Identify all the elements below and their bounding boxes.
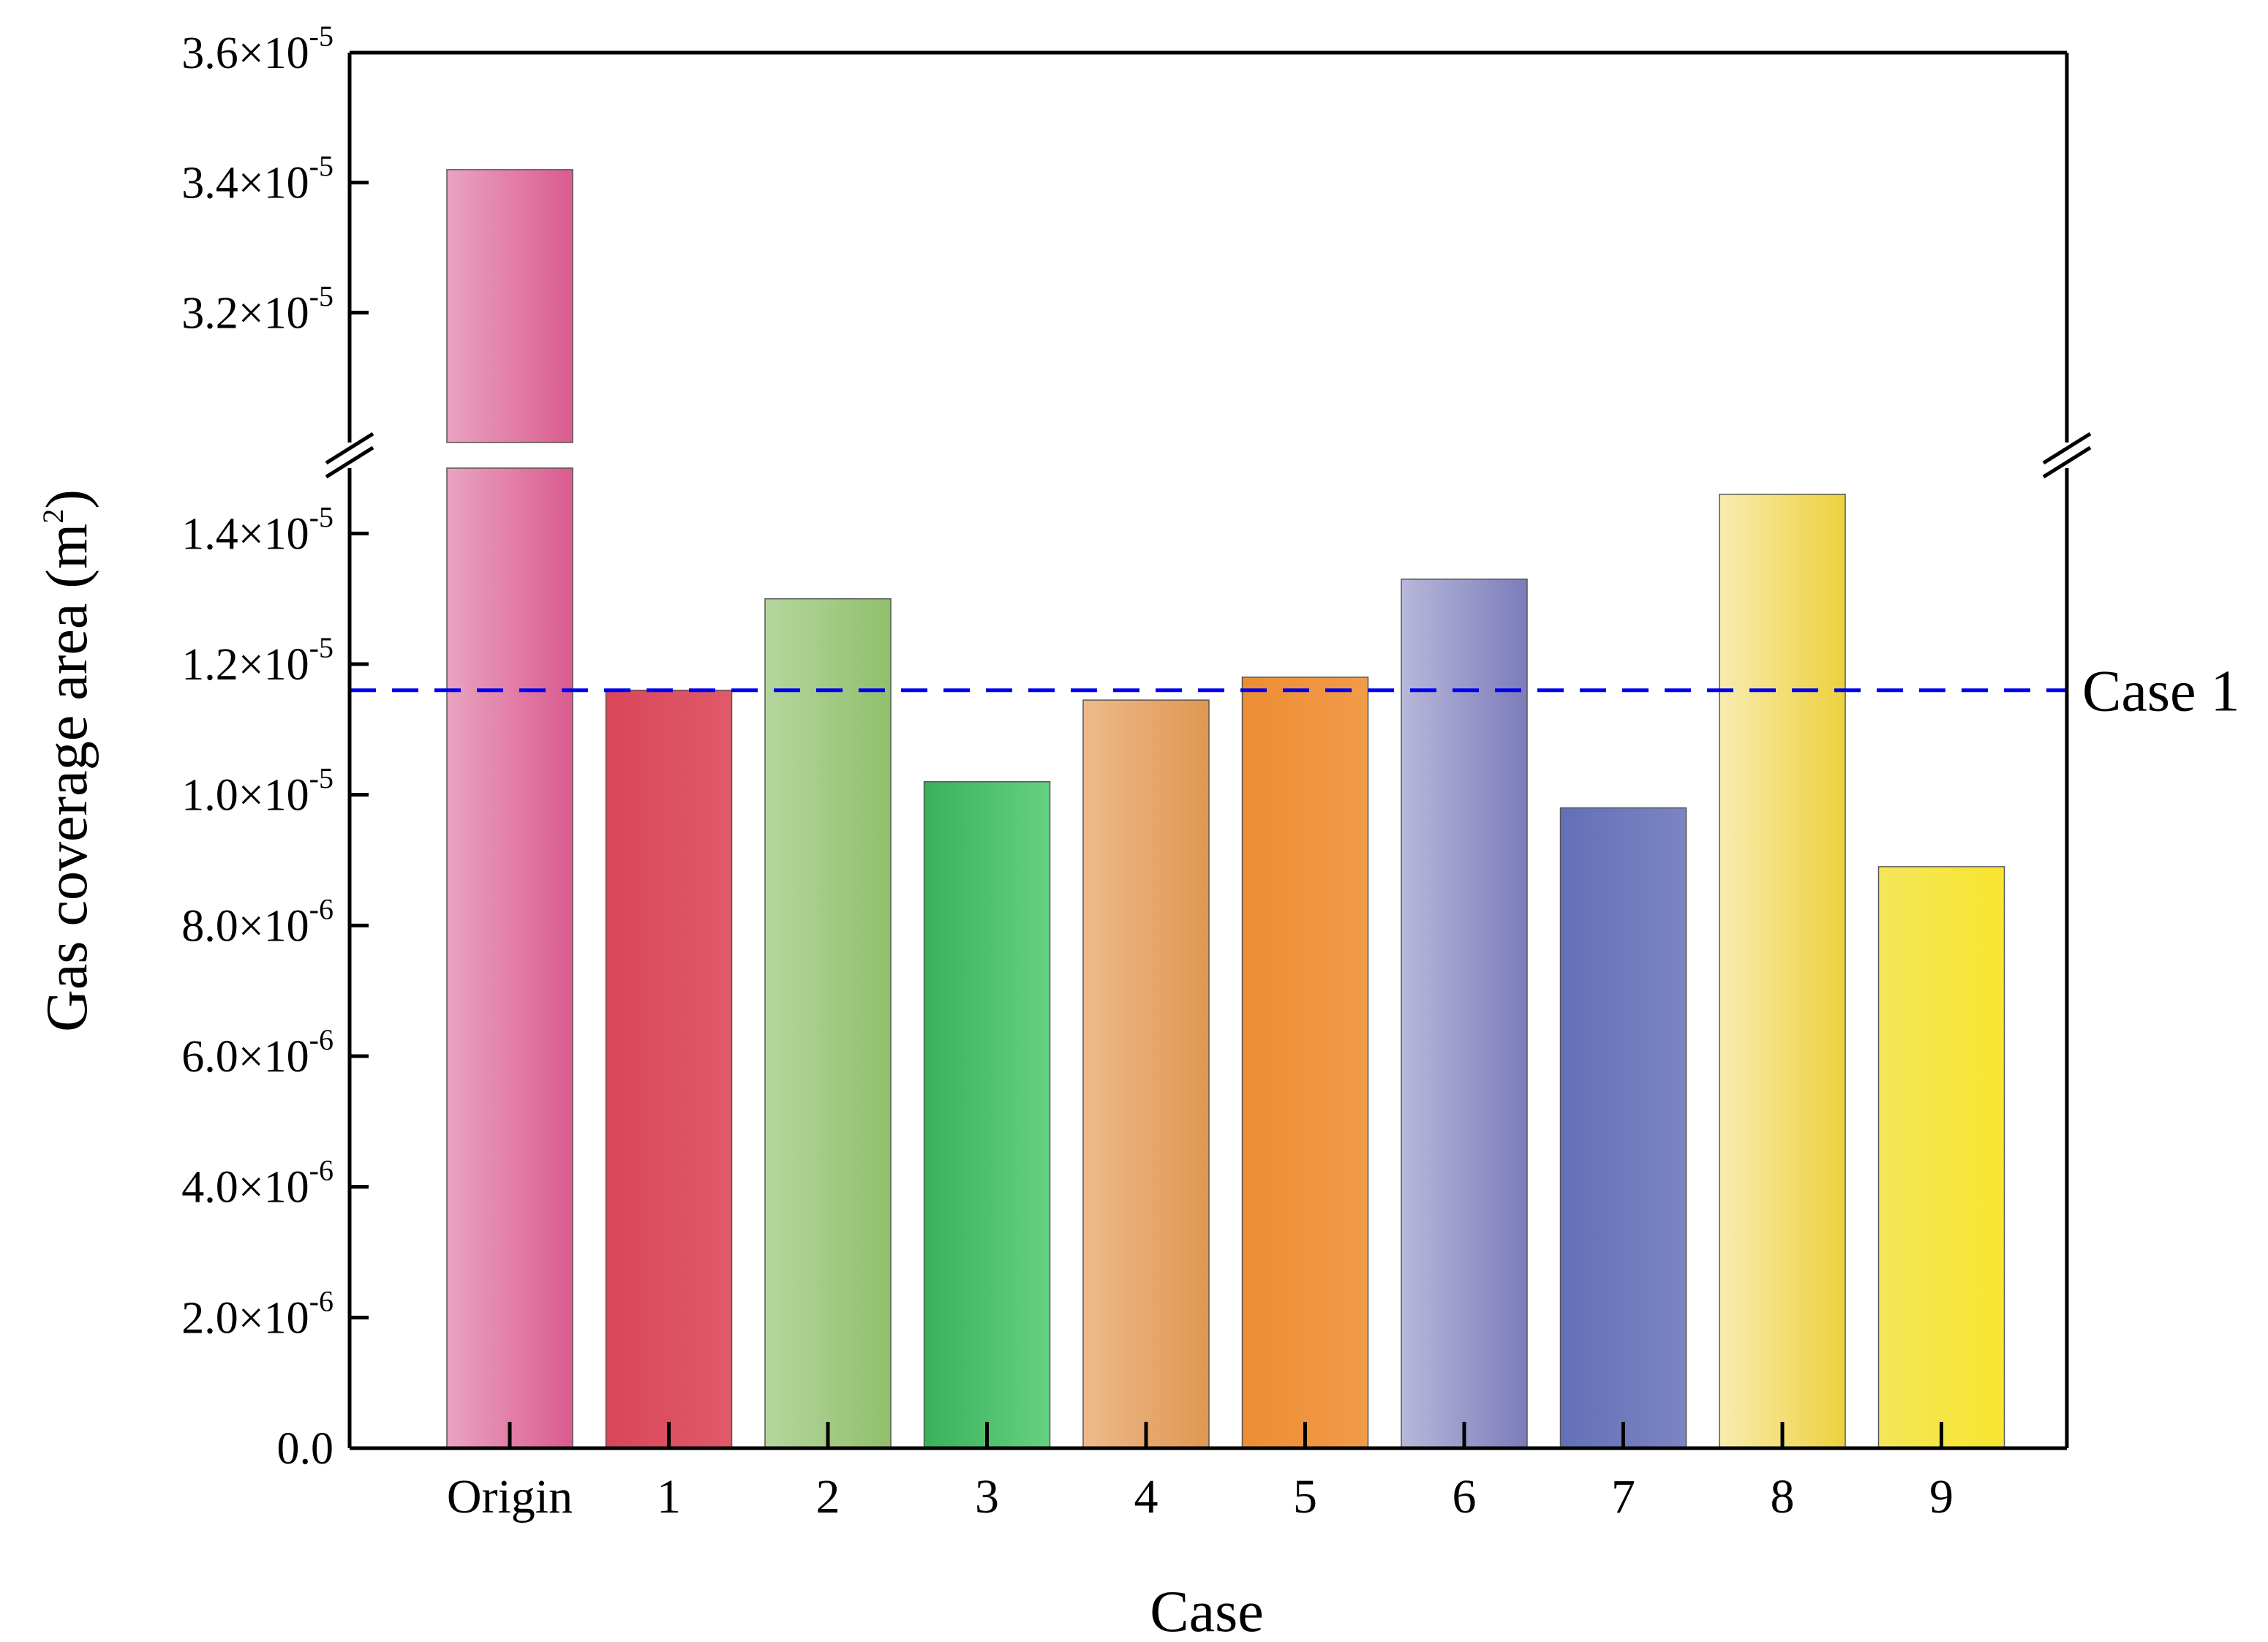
y-tick-exponent: -5 xyxy=(309,762,334,795)
y-tick-exponent: -6 xyxy=(309,1023,334,1056)
y-axis-title-close: ) xyxy=(35,489,99,509)
y-tick-mantissa: 3.2×10 xyxy=(181,288,309,338)
y-tick-mantissa: 1.4×10 xyxy=(181,509,309,559)
axis-break-mark-right-1 xyxy=(2042,432,2092,465)
y-axis-title-superscript: 2 xyxy=(37,509,69,524)
y-tick-exponent: -6 xyxy=(309,1284,334,1317)
bar-origin-lower xyxy=(446,467,573,1449)
x-tick-label: 6 xyxy=(1453,1470,1477,1524)
y-tick-exponent: -5 xyxy=(309,500,334,533)
bar-2 xyxy=(764,598,892,1449)
y-tick-mantissa: 2.0×10 xyxy=(181,1293,309,1343)
y-axis-title-main: Gas coverage area (m xyxy=(35,524,99,1032)
y-tick-label: 4.0×10-6 xyxy=(181,1154,334,1213)
y-tick-label: 1.0×10-5 xyxy=(181,762,334,821)
axis-break-mark-left-1 xyxy=(325,432,374,465)
y-tick-label: 3.2×10-5 xyxy=(181,279,334,338)
y-tick-label: 3.6×10-5 xyxy=(181,20,334,78)
y-tick-label: 1.4×10-5 xyxy=(181,500,334,559)
bar-8 xyxy=(1719,493,1846,1449)
y-tick-label: 6.0×10-6 xyxy=(181,1023,334,1082)
y-tick-mantissa: 6.0×10 xyxy=(181,1032,309,1082)
x-tick-label: 9 xyxy=(1929,1470,1954,1524)
y-tick-label: 8.0×10-6 xyxy=(181,892,334,951)
x-tick-label: 1 xyxy=(657,1470,681,1524)
y-tick-label: 2.0×10-6 xyxy=(181,1284,334,1343)
y-tick-mantissa: 8.0×10 xyxy=(181,901,309,951)
y-tick-exponent: -6 xyxy=(309,892,334,925)
x-tick-label: 5 xyxy=(1293,1470,1317,1524)
reference-line-label: Case 1 xyxy=(2082,660,2240,724)
x-ticks-group: Origin 1 2 3 4 5 6 7 8 9 xyxy=(447,1422,1954,1524)
bar-9 xyxy=(1877,866,2005,1449)
bar-4 xyxy=(1082,699,1210,1449)
reference-line-group: Case 1 xyxy=(350,660,2240,724)
y-tick-mantissa: 1.0×10 xyxy=(181,771,309,821)
x-tick-label: 3 xyxy=(975,1470,999,1524)
bar-5 xyxy=(1241,677,1369,1449)
y-tick-label: 3.4×10-5 xyxy=(181,150,334,208)
y-tick-exponent: -5 xyxy=(309,631,334,664)
x-axis-title: Case xyxy=(1150,1580,1264,1642)
y-tick-mantissa: 4.0×10 xyxy=(181,1163,309,1213)
y-tick-mantissa: 3.6×10 xyxy=(181,29,309,78)
x-tick-label: 2 xyxy=(816,1470,840,1524)
y-tick-label: 1.2×10-5 xyxy=(181,631,334,690)
y-tick-mantissa: 3.4×10 xyxy=(181,159,309,208)
y-tick-mantissa: 0.0 xyxy=(277,1424,334,1474)
y-ticks-group: 0.02.0×10-64.0×10-66.0×10-68.0×10-61.0×1… xyxy=(181,20,369,1474)
x-tick-label: 7 xyxy=(1611,1470,1635,1524)
x-tick-label: 4 xyxy=(1134,1470,1159,1524)
axis-break-mark-right-2 xyxy=(2042,445,2092,479)
y-axis-title: Gas coverage area (m2) xyxy=(35,489,99,1032)
bar-origin-upper xyxy=(446,169,573,443)
bar-7 xyxy=(1559,807,1687,1449)
bar-3 xyxy=(923,781,1051,1449)
y-tick-mantissa: 1.2×10 xyxy=(181,640,309,690)
bars-group xyxy=(446,169,2005,1449)
y-tick-exponent: -5 xyxy=(309,20,334,53)
y-tick-label: 0.0 xyxy=(277,1424,334,1474)
y-tick-exponent: -5 xyxy=(309,279,334,312)
x-tick-label: 8 xyxy=(1771,1470,1795,1524)
x-tick-label: Origin xyxy=(447,1470,573,1524)
y-tick-exponent: -5 xyxy=(309,150,334,183)
axis-break-mark-left-2 xyxy=(325,445,374,479)
bar-6 xyxy=(1401,579,1528,1449)
bar-1 xyxy=(605,689,733,1449)
y-tick-exponent: -6 xyxy=(309,1154,334,1187)
